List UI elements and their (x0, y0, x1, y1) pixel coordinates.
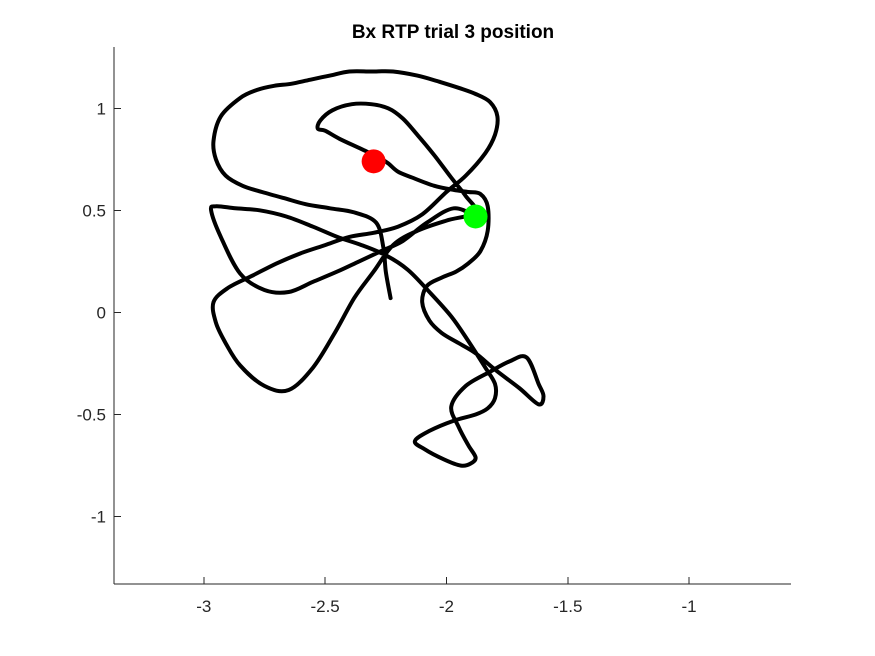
y-tick-label: 0.5 (82, 201, 106, 220)
y-axis-ticks: -1 -0.5 0 0.5 1 (77, 99, 121, 527)
position-marker (463, 204, 488, 229)
x-tick-label: -3 (196, 597, 211, 616)
y-tick-label: -0.5 (77, 406, 106, 425)
plot-content (208, 69, 546, 468)
x-tick-label: -1 (682, 597, 697, 616)
plot-axes: -3 -2.5 -2 -1.5 -1 -1 -0.5 0 0.5 1 (77, 47, 791, 616)
chart-title: Bx RTP trial 3 position (352, 22, 554, 43)
x-tick-label: -2.5 (310, 597, 339, 616)
x-tick-label: -2 (439, 597, 454, 616)
y-tick-label: 0 (97, 303, 106, 322)
y-tick-label: -1 (91, 508, 106, 527)
position-marker (361, 149, 386, 174)
x-tick-label: -1.5 (553, 597, 582, 616)
y-tick-label: 1 (97, 99, 106, 118)
x-axis-ticks: -3 -2.5 -2 -1.5 -1 (196, 577, 697, 616)
